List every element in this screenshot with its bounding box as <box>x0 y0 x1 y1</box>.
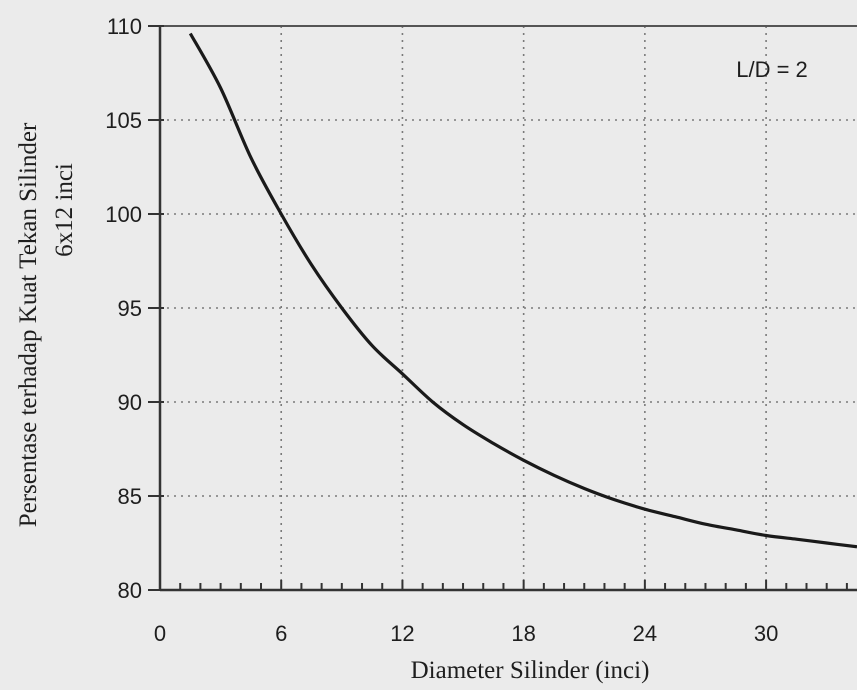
y-tick-label-100: 100 <box>105 202 142 227</box>
y-axis-title-line2: 6x12 inci <box>51 163 78 257</box>
y-tick-label-80: 80 <box>118 578 142 603</box>
y-tick-label-105: 105 <box>105 108 142 133</box>
y-tick-label-110: 110 <box>107 14 142 39</box>
series <box>188 32 857 549</box>
y-tick-label-90: 90 <box>118 390 142 415</box>
y-tick-label-85: 85 <box>118 484 142 509</box>
annotation-ld-ratio: L/D = 2 <box>736 57 808 82</box>
x-tick-label-18: 18 <box>511 621 535 646</box>
grid <box>160 26 857 590</box>
x-tick-label-0: 0 <box>154 621 166 646</box>
x-tick-label-24: 24 <box>633 621 657 646</box>
x-tick-label-30: 30 <box>754 621 778 646</box>
series-line-0 <box>188 32 857 549</box>
x-axis-title: Diameter Silinder (inci) <box>411 657 650 684</box>
x-tick-label-6: 6 <box>275 621 287 646</box>
y-tick-label-95: 95 <box>118 296 142 321</box>
y-axis-title-line1: Persentase terhadap Kuat Tekan Silinder <box>15 122 42 527</box>
ticks: 0 6 12 18 24 30 80 85 90 95 100 105 110 <box>105 14 848 646</box>
x-tick-label-12: 12 <box>390 621 414 646</box>
